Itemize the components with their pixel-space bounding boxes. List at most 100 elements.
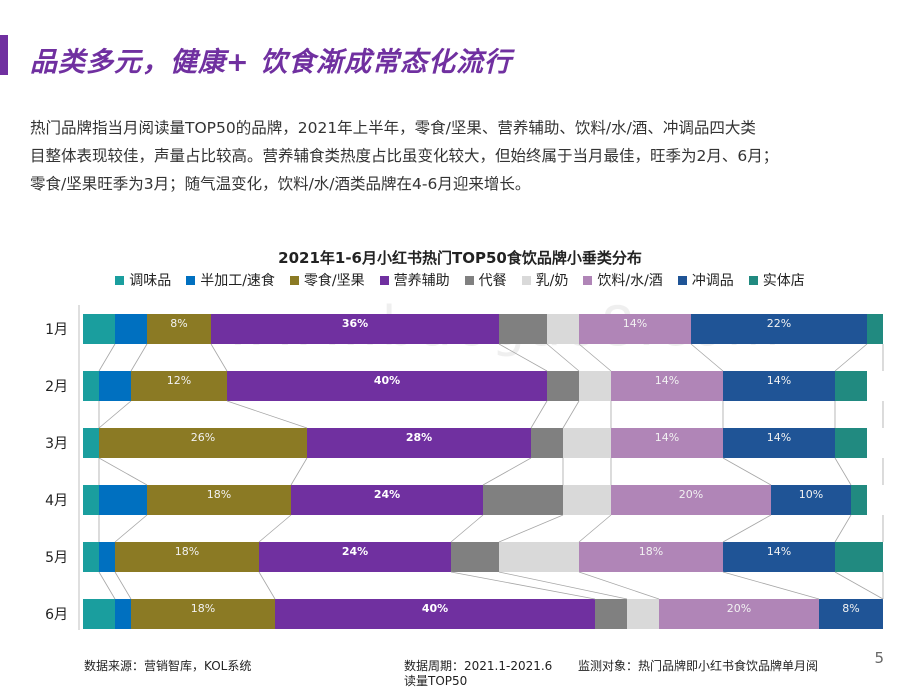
connector-line <box>98 343 116 372</box>
bar-data-label: 10% <box>799 488 823 501</box>
bar-segment <box>211 314 499 344</box>
bar-segment <box>723 542 835 572</box>
page-title: 品类多元，健康+ 饮食渐成常态化流行 <box>30 47 513 78</box>
connector-line <box>226 400 308 429</box>
connector-line <box>290 457 308 486</box>
connector-line <box>114 571 132 600</box>
bar-data-label: 14% <box>623 317 647 330</box>
bar-segment <box>851 485 867 515</box>
bar-segment <box>115 314 147 344</box>
bar-segment <box>819 599 883 629</box>
bar-segment <box>579 314 691 344</box>
bar-segment <box>723 428 835 458</box>
category-label: 1月 <box>45 322 68 338</box>
bar-segment <box>83 599 115 629</box>
footer-target: 监测对象：热门品牌即小红书食饮品牌单月阅 <box>578 659 819 673</box>
bar-data-label: 14% <box>767 431 791 444</box>
connector-line <box>258 571 276 600</box>
connector-line <box>834 571 884 600</box>
bar-segment <box>771 485 851 515</box>
bar-segment <box>115 599 131 629</box>
bar-data-label: 22% <box>767 317 791 330</box>
bar-data-label: 40% <box>422 602 448 615</box>
bar-segment <box>691 314 867 344</box>
bar-data-label: 12% <box>167 374 191 387</box>
legend-swatch <box>186 275 196 285</box>
footer-period-line: 读量TOP50 <box>404 674 468 688</box>
bar-segment <box>83 485 99 515</box>
legend-label: 实体店 <box>762 273 805 289</box>
bar-segment <box>83 542 99 572</box>
bar-segment <box>499 314 547 344</box>
bar-data-label: 24% <box>374 488 400 501</box>
legend-label: 半加工/速食 <box>200 273 275 289</box>
bar-segment <box>611 485 771 515</box>
connector-line <box>498 514 564 543</box>
legend-swatch <box>289 275 299 285</box>
bar-segment <box>259 542 451 572</box>
bar-segment <box>99 371 131 401</box>
bar-data-label: 18% <box>207 488 231 501</box>
chart-legend: 调味品 半加工/速食 零食/坚果 营养辅助 代餐 乳/奶 饮料/水/酒 冲调品 实体店 <box>0 270 920 290</box>
bar-segment <box>659 599 819 629</box>
category-label: 4月 <box>45 493 68 509</box>
legend-item: 冲调品 <box>677 270 734 290</box>
bar-segment <box>547 314 579 344</box>
bar-segment <box>563 485 611 515</box>
bar-data-label: 14% <box>655 374 679 387</box>
bar-segment <box>291 485 483 515</box>
connector-line <box>834 457 852 486</box>
footer-period: 数据周期：2021.1-2021.6 读量TOP50 <box>404 659 552 689</box>
legend-swatch <box>115 275 125 285</box>
category-label: 5月 <box>45 550 68 566</box>
connector-line <box>562 400 580 429</box>
bar-data-label: 14% <box>655 431 679 444</box>
bar-segment <box>563 428 611 458</box>
connector-line <box>834 343 868 372</box>
bar-segment <box>611 371 723 401</box>
bar-segment <box>99 485 147 515</box>
bar-segment <box>579 371 611 401</box>
bar-data-label: 18% <box>639 545 663 558</box>
paragraph-line: 目整体表现较佳，声量占比较高。营养辅食类热度占比虽变化较大，但始终属于当月最佳，… <box>30 147 779 165</box>
bar-segment <box>131 599 275 629</box>
legend-label: 冲调品 <box>691 273 734 289</box>
connector-line <box>482 457 532 486</box>
legend-swatch <box>379 275 389 285</box>
legend-swatch <box>583 275 593 285</box>
bar-segment <box>595 599 627 629</box>
stacked-bar-chart: 8% 36% 14% 22% 1月 12% 40% 14% 14% 2月 26% 28% 14% 14% 3… <box>45 305 884 630</box>
category-label: 6月 <box>45 607 68 623</box>
legend-label: 零食/坚果 <box>303 273 365 289</box>
legend-item: 调味品 <box>115 270 171 290</box>
connector-line <box>578 571 660 600</box>
category-label: 3月 <box>45 436 68 452</box>
bar-data-label: 14% <box>767 545 791 558</box>
bar-segment <box>835 371 867 401</box>
bar-segment <box>83 371 99 401</box>
bar-segment <box>835 428 867 458</box>
legend-label: 调味品 <box>129 273 172 289</box>
legend-swatch <box>464 275 474 285</box>
bar-segment <box>499 542 579 572</box>
bar-segment <box>627 599 659 629</box>
connector-line <box>450 571 596 600</box>
page-number: 5 <box>874 649 884 667</box>
legend-item: 半加工/速食 <box>186 270 275 290</box>
legend-item: 乳/奶 <box>521 270 568 290</box>
paragraph-line: 零食/坚果旺季为3月；随气温变化，饮料/水/酒类品牌在4-6月迎来增长。 <box>30 175 531 193</box>
connector-line <box>450 514 484 543</box>
connector-line <box>498 343 548 372</box>
bar-segment <box>451 542 499 572</box>
footer-source: 数据来源：营销智库，KOL系统 <box>84 659 252 673</box>
legend-label: 营养辅助 <box>393 273 450 289</box>
bar-segment <box>115 542 259 572</box>
description-paragraph: 热门品牌指当月阅读量TOP50的品牌，2021年上半年，零食/坚果、营养辅助、饮… <box>30 114 900 198</box>
legend-label: 代餐 <box>478 273 507 289</box>
bar-data-label: 14% <box>767 374 791 387</box>
paragraph-line: 热门品牌指当月阅读量TOP50的品牌，2021年上半年，零食/坚果、营养辅助、饮… <box>30 119 756 137</box>
connector-line <box>834 514 852 543</box>
bar-data-label: 18% <box>175 545 199 558</box>
bar-segment <box>611 428 723 458</box>
legend-item: 营养辅助 <box>379 270 450 290</box>
